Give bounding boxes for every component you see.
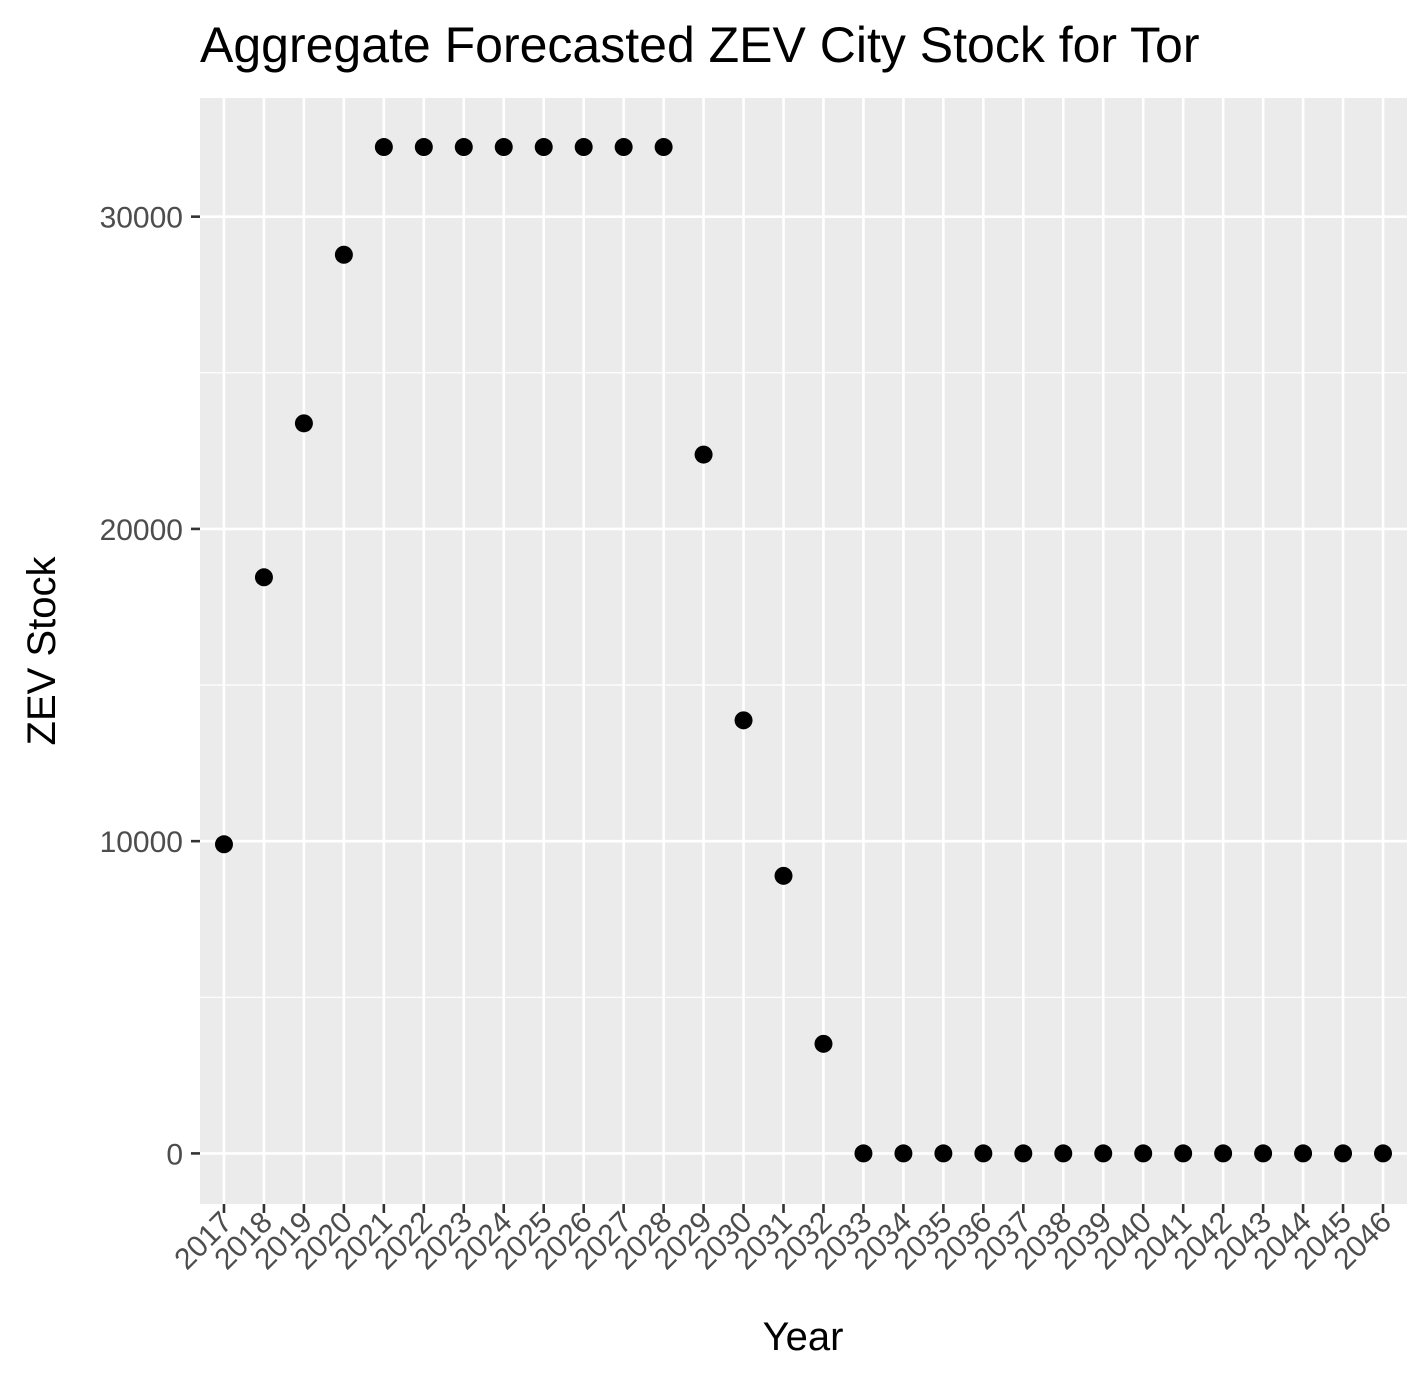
y-tick-label: 30000 — [100, 202, 183, 235]
data-point — [534, 138, 553, 157]
data-point — [1174, 1144, 1193, 1163]
data-point — [1014, 1144, 1033, 1163]
data-point — [454, 138, 473, 157]
data-points — [214, 138, 1393, 1163]
data-point — [334, 245, 353, 264]
data-point — [494, 138, 513, 157]
data-point — [814, 1034, 833, 1053]
data-point — [1374, 1144, 1393, 1163]
y-axis-title: ZEV Stock — [20, 556, 64, 746]
data-point — [654, 138, 673, 157]
data-point — [1294, 1144, 1313, 1163]
data-point — [1054, 1144, 1073, 1163]
x-axis: 2017201820192020202120222023202420252026… — [168, 1204, 1398, 1276]
data-point — [894, 1144, 913, 1163]
minor-gridlines — [200, 372, 1407, 998]
data-point — [574, 138, 593, 157]
data-point — [414, 138, 433, 157]
y-tick-label: 20000 — [100, 514, 183, 547]
data-point — [934, 1144, 953, 1163]
data-point — [374, 138, 393, 157]
data-point — [1214, 1144, 1233, 1163]
data-point — [614, 138, 633, 157]
data-point — [694, 445, 713, 464]
data-point — [1094, 1144, 1113, 1163]
chart-title: Aggregate Forecasted ZEV City Stock for … — [200, 17, 1200, 73]
data-point — [774, 866, 793, 885]
data-point — [1134, 1144, 1153, 1163]
x-axis-title: Year — [763, 1315, 844, 1359]
data-point — [854, 1144, 873, 1163]
y-tick-label: 10000 — [100, 826, 183, 859]
y-axis: 0 10000 20000 30000 — [100, 202, 200, 1171]
data-point — [1254, 1144, 1273, 1163]
y-tick-label: 0 — [166, 1138, 183, 1171]
data-point — [214, 835, 233, 854]
data-point — [294, 414, 313, 433]
data-point — [734, 711, 753, 730]
data-point — [254, 568, 273, 587]
data-point — [974, 1144, 993, 1163]
plot-panel — [200, 98, 1407, 1204]
data-point — [1334, 1144, 1353, 1163]
major-gridlines — [200, 98, 1407, 1204]
